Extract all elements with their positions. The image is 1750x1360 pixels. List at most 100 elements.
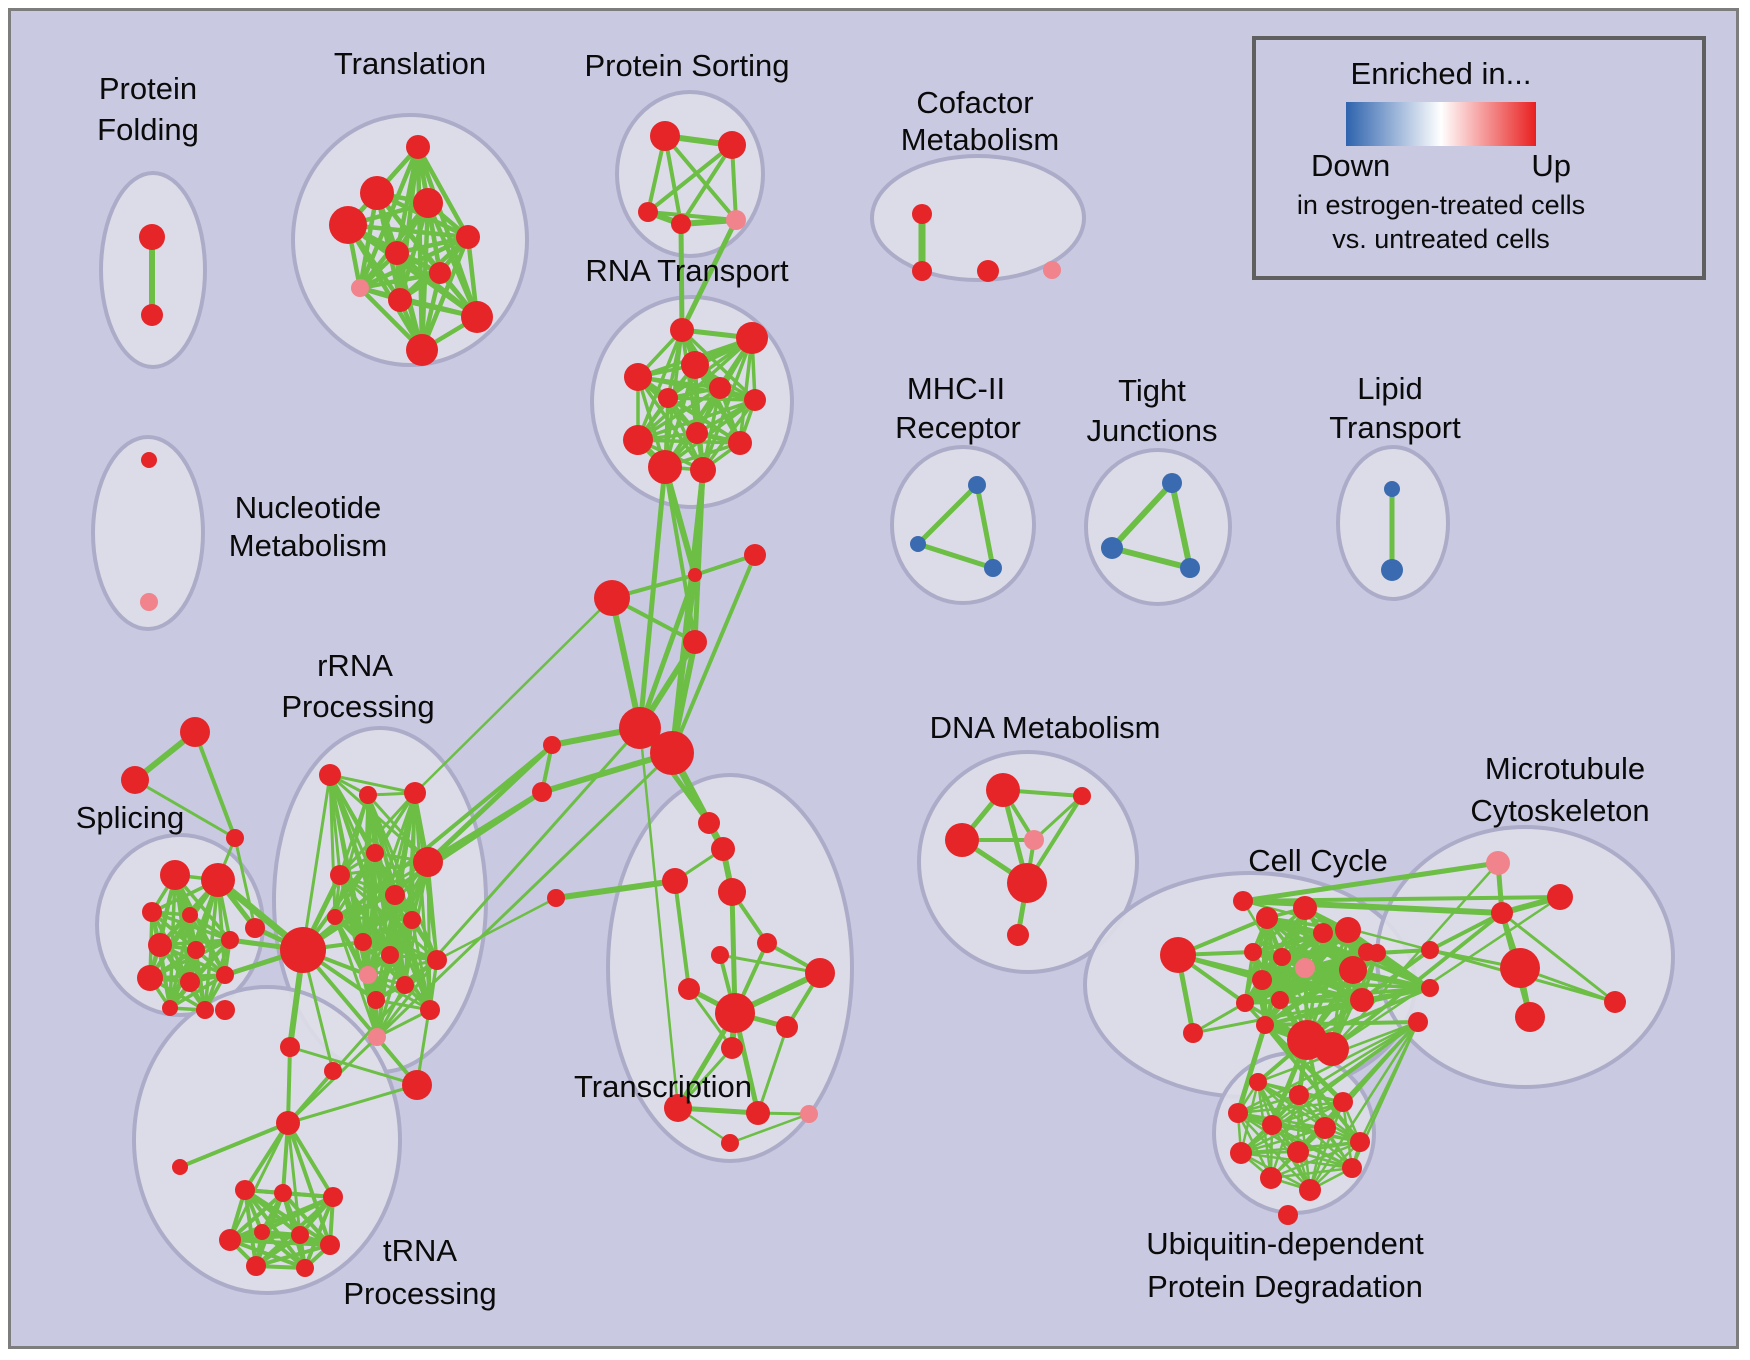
cluster-label-mhc-ii-receptor: MHC-II (907, 371, 1005, 406)
network-edge (193, 730, 237, 840)
cluster-label-dna-metabolism: DNA Metabolism (930, 710, 1161, 745)
network-node (1384, 481, 1400, 497)
cluster-label-lipid-transport: Transport (1329, 410, 1461, 445)
network-edge (636, 375, 705, 472)
network-node (245, 918, 265, 938)
network-node (327, 909, 343, 925)
network-node (683, 630, 707, 654)
network-node (1421, 941, 1439, 959)
network-node (744, 544, 766, 566)
network-edge (345, 222, 471, 240)
network-node (1350, 988, 1374, 1012)
network-edge (1263, 1020, 1420, 1027)
cluster-label-ubiquitin-degradation: Ubiquitin-dependent (1146, 1226, 1424, 1261)
network-edge (1330, 911, 1504, 1051)
network-edge (288, 1045, 419, 1087)
network-edge (915, 482, 980, 547)
network-node (1500, 948, 1540, 988)
network-node (1278, 1205, 1298, 1225)
network-edge (301, 773, 332, 952)
network-node (368, 1028, 386, 1046)
network-edge (1297, 1020, 1420, 1097)
network-node (162, 1000, 178, 1016)
cluster-label-lipid-transport: Lipid (1357, 371, 1423, 406)
network-edge (333, 915, 379, 1039)
network-edge (1341, 1100, 1354, 1170)
network-node (728, 431, 752, 455)
network-node (142, 902, 162, 922)
network-edge (1109, 545, 1193, 571)
network-node (254, 1224, 270, 1240)
network-node (1491, 902, 1513, 924)
network-edge (679, 143, 734, 226)
network-edge (228, 1238, 332, 1247)
network-node (141, 452, 157, 468)
network-edge (338, 791, 417, 877)
cluster-ellipse (132, 985, 402, 1295)
network-node (984, 559, 1002, 577)
network-node (715, 993, 755, 1033)
network-node (182, 907, 198, 923)
cluster-label-transcription: Transcription (574, 1069, 752, 1104)
cluster-label-tight-junctions: Junctions (1087, 413, 1218, 448)
network-node (291, 1226, 309, 1244)
network-edge (1239, 1126, 1327, 1155)
network-edge (666, 396, 757, 402)
cluster-label-nucleotide-metabolism: Nucleotide (235, 490, 381, 525)
network-node (744, 389, 766, 411)
network-node (1249, 1073, 1267, 1091)
network-edge (1169, 480, 1193, 571)
network-node (986, 773, 1020, 807)
network-edge (286, 1045, 292, 1125)
network-node (172, 1159, 188, 1175)
network-node (381, 946, 399, 964)
network-edge (228, 1191, 285, 1242)
network-node (658, 388, 678, 408)
network-edge (1240, 898, 1505, 916)
network-edge (228, 1121, 290, 1242)
network-node (1299, 1179, 1321, 1201)
network-node (709, 377, 731, 399)
network-node (800, 1105, 818, 1123)
network-edge (1032, 794, 1084, 842)
network-node (688, 568, 702, 582)
legend: Enriched in... Down Up in estrogen-treat… (1252, 36, 1706, 280)
network-edge (345, 222, 425, 353)
network-node (594, 580, 630, 616)
network-edge (1240, 860, 1501, 904)
network-node (650, 121, 680, 151)
legend-caption-line2: vs. untreated cells (1332, 224, 1550, 254)
legend-up-label: Up (1531, 148, 1571, 183)
network-node (196, 1001, 214, 1019)
network-node (360, 176, 394, 210)
network-node (543, 736, 561, 754)
network-edge (286, 1083, 419, 1125)
network-node (366, 844, 384, 862)
network-node (757, 933, 777, 953)
network-node (226, 829, 244, 847)
network-node (805, 958, 835, 988)
network-edge (413, 596, 614, 795)
network-node (1408, 1012, 1428, 1032)
network-edge (1269, 1140, 1362, 1180)
network-node (619, 707, 661, 749)
network-node (650, 731, 694, 775)
network-node (624, 363, 652, 391)
network-node (912, 261, 932, 281)
network-edge (1263, 931, 1325, 1027)
network-node (413, 188, 443, 218)
network-edge (361, 940, 439, 962)
network-edge (1191, 1001, 1247, 1035)
network-edge (687, 987, 734, 1050)
network-node (1256, 907, 1278, 929)
network-node (1287, 1141, 1309, 1163)
network-node (139, 224, 165, 250)
network-edge (1330, 861, 1500, 1051)
network-node (1333, 1092, 1353, 1112)
network-edge (609, 595, 643, 731)
network-edge (260, 1230, 307, 1270)
network-node (698, 812, 720, 834)
network-node (1339, 956, 1367, 984)
cluster-label-cofactor-metabolism: Metabolism (901, 122, 1060, 157)
